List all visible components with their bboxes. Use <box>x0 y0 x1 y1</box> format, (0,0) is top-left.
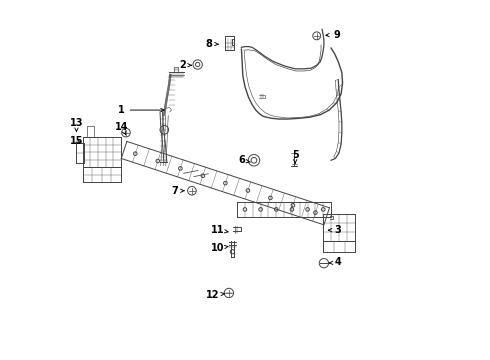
Text: 14: 14 <box>115 122 128 135</box>
Text: 7: 7 <box>172 186 184 196</box>
Text: 4: 4 <box>329 257 342 267</box>
Text: 8: 8 <box>206 39 218 49</box>
Text: 10: 10 <box>211 243 228 253</box>
Text: 12: 12 <box>206 290 225 300</box>
Text: 15: 15 <box>70 136 83 145</box>
Text: 6: 6 <box>238 155 250 165</box>
Text: 9: 9 <box>326 30 340 40</box>
Text: 3: 3 <box>328 225 342 235</box>
Text: 5: 5 <box>292 150 298 163</box>
Text: 13: 13 <box>70 118 83 131</box>
Text: 11: 11 <box>211 225 228 235</box>
Text: 1: 1 <box>118 105 164 115</box>
Text: 2: 2 <box>179 60 192 70</box>
